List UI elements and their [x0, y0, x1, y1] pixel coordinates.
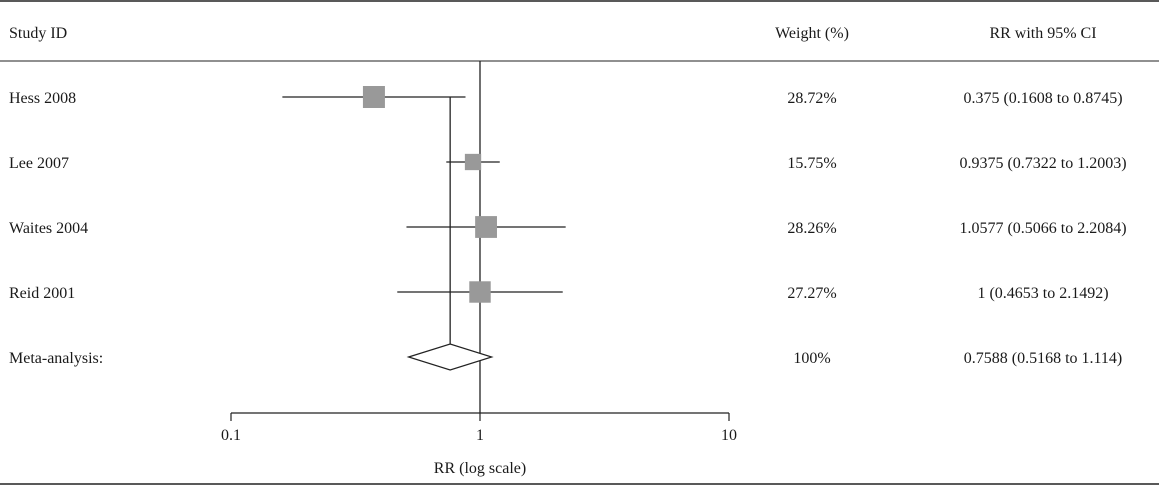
x-tick-label: 1 [476, 427, 484, 444]
study-row: Hess 2008 28.72% 0.375 (0.1608 to 0.8745) [9, 86, 1123, 108]
point-estimate-box [475, 216, 497, 238]
weight-value: 28.26% [787, 220, 836, 237]
study-label: Waites 2004 [9, 220, 88, 237]
header-study-id: Study ID [9, 25, 67, 42]
pooled-row: Meta-analysis: 100% 0.7588 (0.5168 to 1.11… [9, 343, 1123, 371]
rr-ci-value: 1.0577 (0.5066 to 2.2084) [959, 220, 1126, 237]
header-rr-ci: RR with 95% CI [989, 25, 1096, 42]
point-estimate-box [469, 281, 491, 303]
study-row: Waites 2004 28.26% 1.0577 (0.5066 to 2.208… [9, 216, 1127, 238]
x-tick-label: 10 [721, 427, 737, 444]
rr-ci-value: 0.375 (0.1608 to 0.8745) [963, 90, 1122, 107]
pooled-rr-ci: 0.7588 (0.5168 to 1.114) [964, 350, 1123, 367]
study-row: Reid 2001 27.27% 1 (0.4653 to 2.1492) [9, 281, 1109, 303]
weight-value: 28.72% [787, 90, 836, 107]
x-axis-title: RR (log scale) [434, 460, 526, 477]
pooled-diamond [406, 343, 494, 371]
rr-ci-value: 0.9375 (0.7322 to 1.2003) [959, 155, 1126, 172]
rr-ci-value: 1 (0.4653 to 2.1492) [977, 285, 1108, 302]
weight-value: 15.75% [787, 155, 836, 172]
point-estimate-box [464, 153, 482, 171]
study-rows: Hess 2008 28.72% 0.375 (0.1608 to 0.8745) L… [9, 86, 1127, 303]
study-label: Lee 2007 [9, 155, 69, 172]
x-tick-label: 0.1 [221, 427, 241, 444]
weight-value: 27.27% [787, 285, 836, 302]
study-label: Hess 2008 [9, 90, 76, 107]
x-axis: 0.1 1 10 [221, 412, 737, 444]
pooled-weight: 100% [793, 350, 830, 367]
study-row: Lee 2007 15.75% 0.9375 (0.7322 to 1.2003) [9, 153, 1127, 172]
pooled-label: Meta-analysis: [9, 350, 103, 367]
point-estimate-box [362, 86, 385, 108]
header-weight: Weight (%) [775, 25, 849, 42]
study-label: Reid 2001 [9, 285, 75, 302]
